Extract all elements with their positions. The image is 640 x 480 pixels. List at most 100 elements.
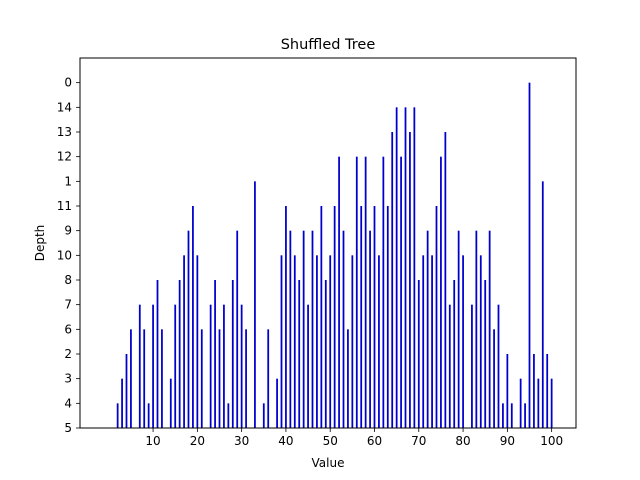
- bar-value-10: [152, 304, 154, 428]
- bar-value-62: [382, 156, 385, 429]
- y-tick-label: 7: [64, 298, 72, 312]
- x-tick-label: 20: [190, 434, 205, 448]
- bar-value-72: [426, 230, 429, 428]
- bar-value-67: [404, 107, 407, 428]
- y-tick-label: 11: [57, 199, 72, 213]
- bar-value-88: [497, 304, 500, 428]
- y-tick-label: 4: [64, 396, 72, 410]
- bar-value-15: [174, 304, 177, 428]
- x-axis-label: Value: [312, 456, 345, 470]
- y-tick-label: 10: [57, 248, 72, 262]
- bar-value-93: [519, 378, 522, 428]
- bar-value-55: [351, 255, 354, 428]
- bar-value-23: [209, 304, 212, 428]
- bar-value-80: [462, 255, 464, 428]
- bar-value-17: [183, 255, 185, 428]
- bar-value-39: [280, 255, 283, 428]
- plot-area-frame: [79, 57, 577, 429]
- bar-value-96: [533, 354, 535, 428]
- chart-title: Shuffled Tree: [281, 37, 376, 53]
- bar-value-75: [440, 156, 442, 429]
- bar-value-68: [409, 132, 411, 428]
- bar-value-35: [262, 403, 265, 428]
- bar-value-42: [293, 255, 296, 428]
- bar-value-11: [156, 280, 159, 428]
- bar-value-44: [302, 230, 305, 428]
- bar-value-66: [400, 156, 402, 429]
- x-tick-label: 30: [234, 434, 249, 448]
- bar-value-87: [493, 329, 495, 428]
- y-tick-label: 3: [64, 372, 72, 386]
- bar-value-69: [413, 107, 416, 428]
- y-tick-label: 12: [57, 150, 72, 164]
- y-tick-label: 14: [57, 100, 72, 114]
- bar-value-31: [245, 329, 247, 428]
- y-tick-label: 9: [64, 224, 72, 238]
- bar-value-71: [422, 255, 425, 428]
- bar-value-18: [187, 230, 190, 428]
- bar-value-70: [417, 280, 420, 428]
- bars-group: [116, 82, 553, 429]
- y-tick-label: 5: [64, 421, 72, 435]
- x-tick-label: 50: [323, 434, 338, 448]
- bar-value-43: [298, 280, 301, 428]
- y-tick-label: 6: [64, 322, 72, 336]
- bar-value-83: [475, 230, 478, 428]
- bar-value-27: [227, 403, 230, 428]
- bar-value-21: [200, 329, 203, 428]
- bar-value-77: [448, 304, 451, 428]
- bar-value-59: [369, 230, 371, 428]
- bar-value-78: [453, 280, 456, 428]
- bar-value-5: [130, 329, 132, 428]
- bar-value-33: [254, 181, 256, 428]
- bar-value-47: [316, 255, 318, 428]
- y-tick-label: 1: [64, 174, 72, 188]
- bar-value-24: [214, 280, 216, 428]
- bar-value-76: [444, 132, 447, 428]
- bar-value-54: [347, 329, 349, 428]
- bar-value-58: [364, 156, 367, 429]
- bar-value-84: [479, 255, 482, 428]
- bar-value-79: [457, 230, 460, 428]
- bar-value-99: [546, 354, 549, 428]
- bar-value-7: [138, 304, 141, 428]
- y-tick-label: 0: [64, 76, 72, 90]
- bar-value-36: [267, 329, 270, 428]
- y-tick-label: 8: [64, 273, 72, 287]
- bar-value-63: [386, 206, 389, 428]
- bar-value-4: [125, 354, 128, 428]
- bar-value-65: [395, 107, 398, 428]
- bar-value-51: [333, 206, 336, 428]
- bar-value-40: [285, 206, 287, 428]
- bar-value-41: [289, 230, 292, 428]
- bar-value-90: [506, 354, 509, 428]
- y-tick-label: 2: [64, 347, 72, 361]
- bar-value-89: [502, 403, 504, 428]
- bar-value-26: [223, 304, 225, 428]
- bar-value-3: [121, 378, 123, 428]
- bar-value-74: [435, 206, 438, 428]
- bar-value-19: [192, 206, 194, 428]
- bar-value-73: [431, 255, 433, 428]
- bar-value-38: [276, 378, 278, 428]
- bar-value-52: [338, 156, 340, 429]
- bar-value-14: [169, 378, 172, 428]
- bar-value-9: [147, 403, 150, 428]
- bar-value-94: [524, 403, 526, 428]
- bar-value-61: [378, 255, 380, 428]
- bar-value-29: [236, 230, 239, 428]
- bar-value-64: [391, 132, 394, 428]
- bar-value-8: [143, 329, 146, 428]
- bar-value-85: [484, 280, 487, 428]
- bar-value-28: [231, 280, 234, 428]
- bar-value-53: [342, 230, 345, 428]
- bar-value-45: [307, 304, 309, 428]
- y-tick-label: 13: [57, 125, 72, 139]
- bar-value-86: [488, 230, 491, 428]
- y-axis-label: Depth: [33, 225, 47, 262]
- bar-value-20: [196, 255, 199, 428]
- x-tick-label: 90: [500, 434, 515, 448]
- bar-value-30: [240, 304, 243, 428]
